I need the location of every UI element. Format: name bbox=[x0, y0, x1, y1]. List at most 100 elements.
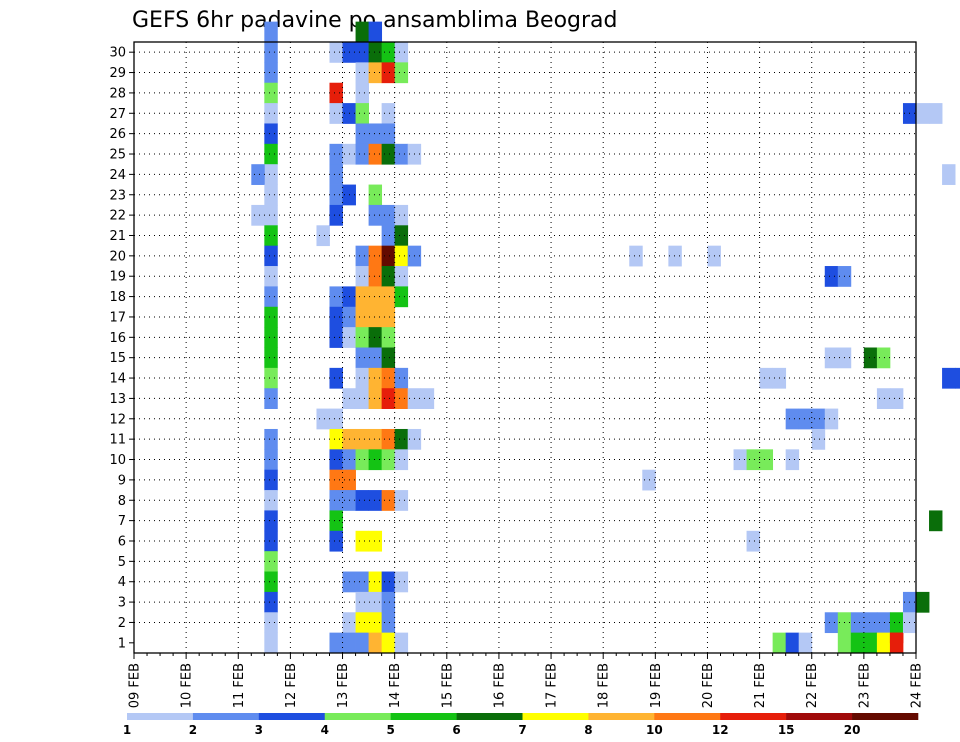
heatmap-cell bbox=[772, 632, 787, 654]
heatmap-cell bbox=[824, 266, 839, 287]
heatmap-cell bbox=[368, 184, 383, 206]
y-tick-label: 12 bbox=[109, 412, 126, 427]
x-tick-label: 16 FEB bbox=[492, 663, 507, 708]
y-tick-label: 28 bbox=[109, 86, 126, 101]
heatmap-cell bbox=[355, 388, 369, 409]
heatmap-cell bbox=[381, 449, 396, 471]
heatmap-cell bbox=[329, 164, 343, 185]
colorbar-label: 4 bbox=[321, 723, 329, 737]
colorbar-label: 7 bbox=[518, 723, 526, 737]
colorbar-swatch bbox=[390, 713, 457, 720]
heatmap-cell bbox=[368, 591, 383, 613]
heatmap-cell bbox=[785, 632, 800, 654]
heatmap-cell bbox=[355, 143, 369, 165]
heatmap-cell bbox=[329, 530, 343, 552]
heatmap-cell bbox=[785, 449, 800, 471]
colorbar-swatch bbox=[522, 713, 589, 720]
heatmap-cell bbox=[355, 367, 369, 389]
x-tick-label: 19 FEB bbox=[649, 663, 664, 708]
heatmap-cell bbox=[394, 143, 409, 165]
heatmap-cell bbox=[381, 225, 396, 247]
heatmap-cell bbox=[824, 408, 839, 430]
heatmap-cell bbox=[394, 449, 409, 471]
heatmap-cell bbox=[355, 327, 369, 348]
colorbar-label: 2 bbox=[189, 723, 197, 737]
colorbar-swatch bbox=[456, 713, 523, 720]
heatmap-cell bbox=[355, 82, 369, 104]
heatmap-cell bbox=[394, 388, 409, 409]
heatmap-cell bbox=[329, 510, 343, 532]
x-tick-label: 23 FEB bbox=[857, 663, 872, 708]
heatmap-cell bbox=[264, 490, 278, 511]
heatmap-cell bbox=[329, 204, 343, 226]
heatmap-cell bbox=[394, 428, 409, 450]
heatmap-cell bbox=[329, 367, 343, 389]
heatmap-cells bbox=[251, 21, 960, 654]
heatmap-cell bbox=[368, 530, 383, 552]
heatmap-cell bbox=[798, 408, 813, 430]
heatmap-cell bbox=[381, 327, 396, 348]
heatmap-cell bbox=[876, 612, 891, 634]
colorbar-label: 15 bbox=[778, 723, 795, 737]
y-tick-label: 30 bbox=[109, 46, 126, 61]
heatmap-cell bbox=[355, 632, 369, 654]
y-tick-label: 29 bbox=[109, 66, 126, 81]
heatmap-cell bbox=[381, 62, 396, 84]
x-tick-label: 17 FEB bbox=[545, 663, 560, 708]
heatmap-cell bbox=[355, 347, 369, 369]
y-tick-label: 13 bbox=[109, 392, 126, 407]
heatmap-cell bbox=[264, 469, 278, 491]
heatmap-cell bbox=[916, 591, 930, 613]
heatmap-cell bbox=[329, 143, 343, 165]
heatmap-cell bbox=[264, 530, 278, 552]
heatmap-cell bbox=[264, 591, 278, 613]
heatmap-cell bbox=[668, 245, 682, 267]
heatmap-cell bbox=[329, 306, 343, 328]
heatmap-cell bbox=[329, 449, 343, 471]
x-tick-label: 18 FEB bbox=[597, 663, 612, 708]
colorbar: 1 2 3 4 5 6 7 8 10 12 15 20 bbox=[123, 713, 919, 737]
heatmap-cell bbox=[329, 469, 343, 491]
y-tick-label: 11 bbox=[109, 433, 126, 448]
y-tick-label: 2 bbox=[118, 616, 126, 631]
heatmap-cell bbox=[329, 490, 343, 511]
heatmap-cell bbox=[368, 449, 383, 471]
heatmap-cell bbox=[381, 143, 396, 165]
heatmap-cell bbox=[329, 184, 343, 206]
colorbar-label: 1 bbox=[123, 723, 131, 737]
x-tick-label: 15 FEB bbox=[440, 663, 455, 708]
heatmap-cell bbox=[264, 164, 278, 185]
heatmap-cell bbox=[355, 62, 369, 84]
heatmap-cell bbox=[355, 490, 369, 511]
heatmap-cell bbox=[355, 103, 369, 124]
heatmap-cell bbox=[381, 367, 396, 389]
heatmap-cell bbox=[381, 347, 396, 369]
heatmap-cell bbox=[759, 449, 774, 471]
heatmap-cell bbox=[368, 388, 383, 409]
colorbar-label: 12 bbox=[712, 723, 729, 737]
heatmap-cell bbox=[733, 449, 747, 471]
heatmap-cell bbox=[368, 571, 383, 593]
heatmap-cell bbox=[381, 306, 396, 328]
heatmap-cell bbox=[394, 632, 409, 654]
heatmap-cell bbox=[329, 42, 343, 63]
heatmap-cell bbox=[394, 266, 409, 287]
heatmap-cell bbox=[264, 612, 278, 634]
heatmap-cell bbox=[929, 103, 943, 124]
heatmap-cell bbox=[264, 551, 278, 572]
heatmap-cell bbox=[381, 123, 396, 145]
heatmap-cell bbox=[746, 449, 760, 471]
heatmap-cell bbox=[355, 428, 369, 450]
y-tick-label: 5 bbox=[118, 555, 126, 570]
y-tick-label: 15 bbox=[109, 351, 126, 366]
y-tick-label: 17 bbox=[109, 310, 126, 325]
heatmap-cell bbox=[889, 612, 904, 634]
x-tick-label: 10 FEB bbox=[180, 663, 195, 708]
heatmap-cell bbox=[264, 245, 278, 267]
heatmap-cell bbox=[355, 612, 369, 634]
y-tick-label: 22 bbox=[109, 209, 126, 224]
y-tick-label: 25 bbox=[109, 148, 126, 163]
heatmap-cell bbox=[329, 428, 343, 450]
heatmap-cell bbox=[342, 632, 356, 654]
heatmap-cell bbox=[368, 490, 383, 511]
